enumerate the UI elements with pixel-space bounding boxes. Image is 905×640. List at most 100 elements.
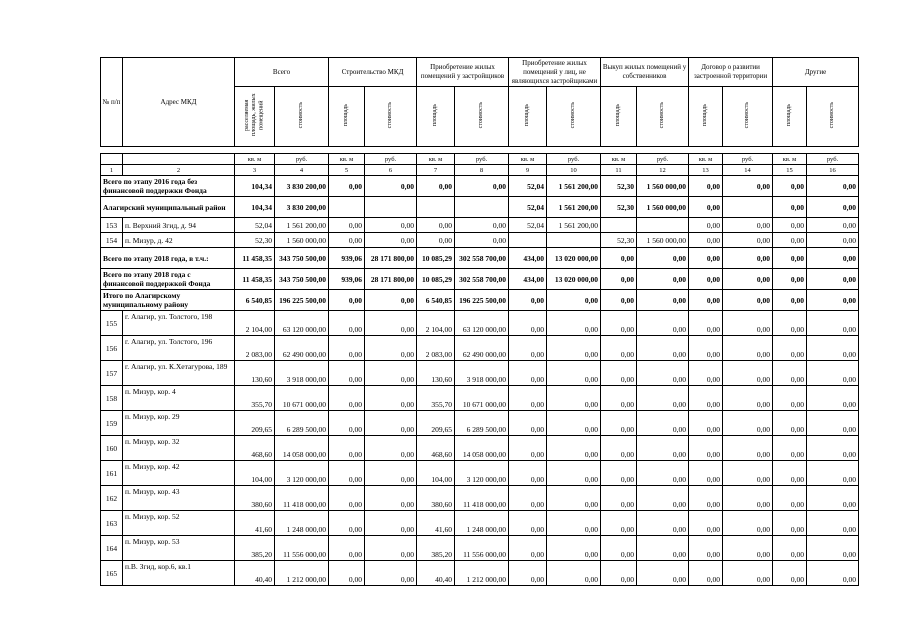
row-number-cell: 165 — [100, 560, 123, 586]
value-cell: 0,00 — [722, 268, 773, 290]
col-subheader-vertical: площадь — [688, 86, 724, 147]
value-cell: 0,00 — [454, 175, 509, 197]
value-cell: 0,00 — [806, 435, 859, 461]
value-cell: 0,00 — [688, 232, 723, 248]
value-cell: 302 558 700,00 — [454, 247, 509, 269]
value-cell: 1 248 000,00 — [454, 510, 509, 536]
value-cell: 0,00 — [508, 410, 547, 436]
value-cell: 0,00 — [722, 289, 773, 311]
unit-cell: руб. — [636, 153, 689, 165]
document-table: № п/п Адрес МКД Всего Строительство МКД Прио… — [100, 56, 860, 586]
unit-cell: руб. — [454, 153, 509, 165]
value-cell: 0,00 — [722, 217, 773, 233]
value-cell: 6 289 500,00 — [454, 410, 509, 436]
value-cell: 0,00 — [688, 268, 723, 290]
column-number-cell: 4 — [274, 164, 329, 176]
value-cell: 0,00 — [328, 535, 365, 561]
value-cell: 939,06 — [328, 247, 365, 269]
value-cell — [546, 232, 601, 248]
value-cell: 0,00 — [508, 485, 547, 511]
value-cell: 0,00 — [546, 335, 601, 361]
value-cell — [636, 217, 689, 233]
value-cell: 0,00 — [772, 175, 807, 197]
address-cell: п. Верхний Згид, д. 94 — [122, 217, 235, 233]
value-cell: 0,00 — [546, 560, 601, 586]
value-cell: 52,04 — [234, 217, 275, 233]
col-header-num: № п/п — [100, 57, 123, 147]
vertical-label: стоимость — [386, 102, 393, 129]
value-cell: 0,00 — [688, 410, 723, 436]
address-cell: п. Мизур, кор. 52 — [122, 510, 235, 536]
value-cell: 0,00 — [328, 560, 365, 586]
value-cell: 0,00 — [688, 535, 723, 561]
value-cell: 28 171 800,00 — [364, 268, 417, 290]
value-cell: 0,00 — [600, 435, 637, 461]
column-numbers-row: 1 2 3 4 5 6 7 8 9 10 11 12 13 14 15 16 — [100, 164, 859, 176]
value-cell: 380,60 — [234, 485, 275, 511]
unit-cell: кв. м — [600, 153, 637, 165]
value-cell: 11 458,35 — [234, 268, 275, 290]
value-cell: 0,00 — [772, 217, 807, 233]
value-cell: 3 120 000,00 — [454, 460, 509, 486]
col-header-address: Адрес МКД — [122, 57, 235, 147]
address-cell: г. Алагир, ул. Толстого, 196 — [122, 335, 235, 361]
value-cell: 196 225 500,00 — [454, 289, 509, 311]
value-cell: 434,00 — [508, 247, 547, 269]
value-cell: 0,00 — [546, 460, 601, 486]
value-cell: 0,00 — [722, 560, 773, 586]
value-cell: 0,00 — [688, 247, 723, 269]
table-row: Всего по этапу 2018 года с финансовой по… — [100, 268, 859, 290]
value-cell: 0,00 — [806, 335, 859, 361]
table-row: 159 п. Мизур, кор. 29 209,65 6 289 500,00 0,… — [100, 410, 859, 436]
value-cell: 0,00 — [364, 385, 417, 411]
table-row: 158 п. Мизур, кор. 4 355,70 10 671 000,00 0,… — [100, 385, 859, 411]
column-number-cell: 10 — [546, 164, 601, 176]
value-cell: 10 085,29 — [416, 247, 455, 269]
value-cell: 0,00 — [722, 485, 773, 511]
value-cell: 939,06 — [328, 268, 365, 290]
vertical-label: площадь — [614, 104, 621, 127]
value-cell: 0,00 — [508, 510, 547, 536]
value-cell: 0,00 — [772, 535, 807, 561]
value-cell: 13 020 000,00 — [546, 247, 601, 269]
value-cell: 0,00 — [508, 385, 547, 411]
value-cell: 11 556 000,00 — [274, 535, 329, 561]
col-group-header: Приобретение жилых помещений у застройщи… — [416, 56, 510, 88]
value-cell: 0,00 — [636, 410, 689, 436]
col-subheader-vertical: площадь — [416, 86, 456, 147]
value-cell: 0,00 — [806, 535, 859, 561]
value-cell: 0,00 — [688, 435, 723, 461]
row-number-cell: 156 — [100, 335, 123, 361]
value-cell: 52,30 — [600, 196, 637, 218]
table-row: 153 п. Верхний Згид, д. 94 52,04 1 561 200,… — [100, 217, 859, 233]
address-cell: г. Алагир, ул. Толстого, 198 — [122, 310, 235, 336]
value-cell: 0,00 — [722, 535, 773, 561]
value-cell: 0,00 — [688, 310, 723, 336]
value-cell: 11 418 000,00 — [274, 485, 329, 511]
value-cell: 0,00 — [636, 268, 689, 290]
address-cell: п. Мизур, кор. 32 — [122, 435, 235, 461]
value-cell: 0,00 — [600, 535, 637, 561]
value-cell: 343 750 500,00 — [274, 247, 329, 269]
column-number-cell: 13 — [688, 164, 723, 176]
address-cell: п. Мизур, кор. 29 — [122, 410, 235, 436]
vertical-label: стоимость — [297, 102, 304, 129]
value-cell: 2 104,00 — [234, 310, 275, 336]
value-cell: 0,00 — [600, 335, 637, 361]
value-cell: 0,00 — [722, 385, 773, 411]
value-cell: 0,00 — [364, 310, 417, 336]
column-number-cell: 2 — [122, 164, 235, 176]
unit-cell: кв. м — [688, 153, 723, 165]
row-number-cell: 153 — [100, 217, 123, 233]
value-cell: 0,00 — [806, 410, 859, 436]
value-cell: 0,00 — [772, 510, 807, 536]
value-cell: 343 750 500,00 — [274, 268, 329, 290]
col-group-header: Всего — [233, 56, 330, 88]
value-cell: 6 289 500,00 — [274, 410, 329, 436]
value-cell: 0,00 — [806, 385, 859, 411]
row-number-cell: 161 — [100, 460, 123, 486]
value-cell: 10 671 000,00 — [454, 385, 509, 411]
address-cell: п.В. Згид, кор.6, кв.1 — [122, 560, 235, 586]
col-subheader-vertical: стоимость — [546, 86, 602, 147]
value-cell: 0,00 — [772, 310, 807, 336]
